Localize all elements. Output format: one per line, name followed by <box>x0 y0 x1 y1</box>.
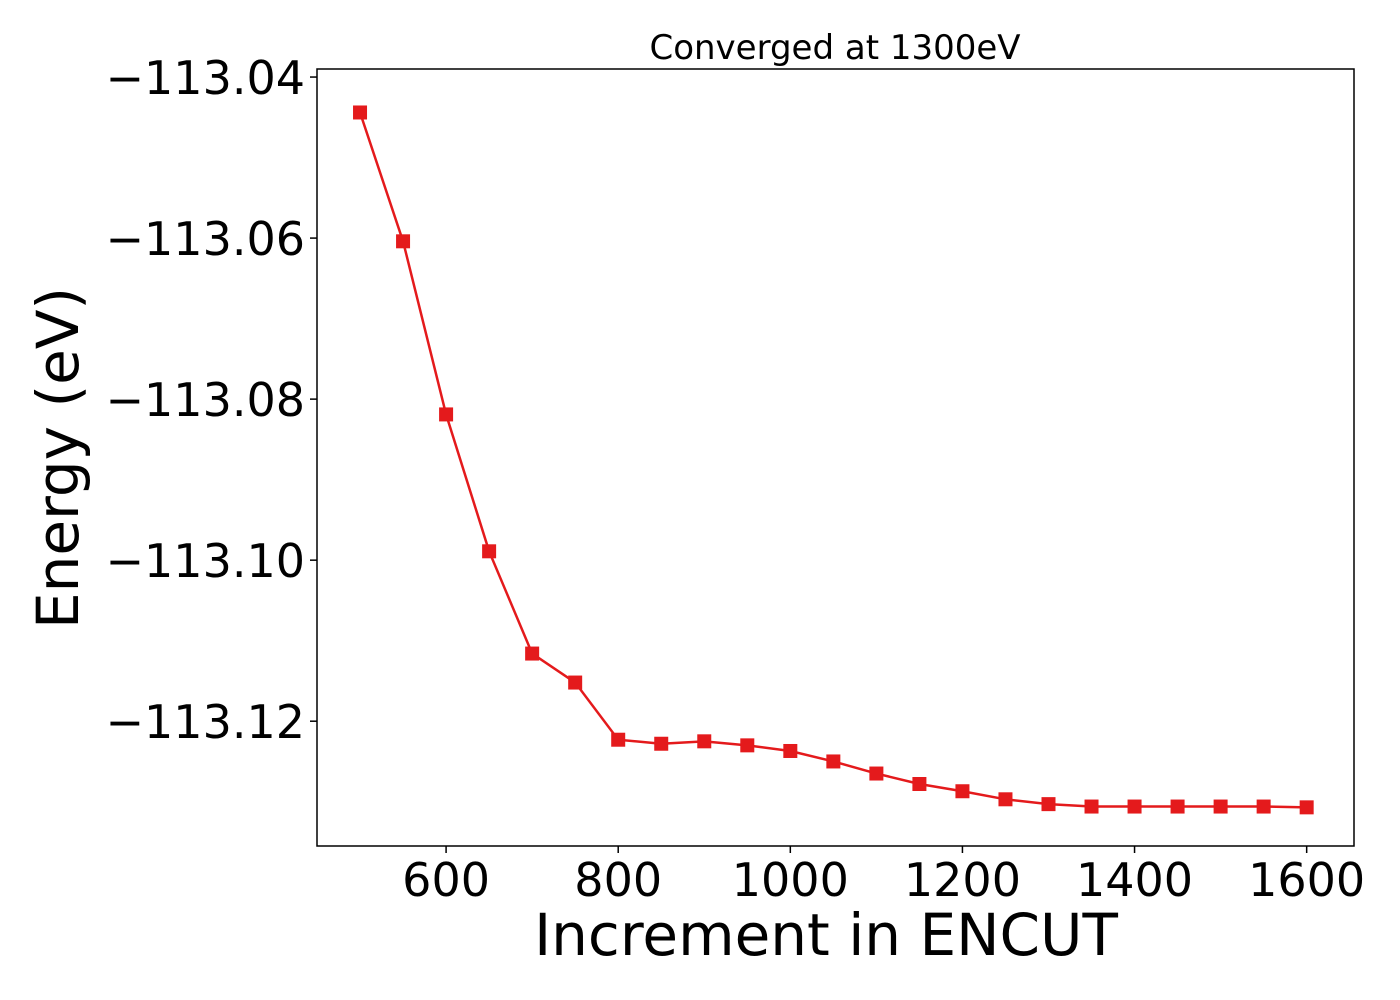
y-axis-label: Energy (eV) <box>24 287 92 629</box>
x-tick-label: 1400 <box>1076 853 1193 907</box>
data-point <box>654 736 669 751</box>
data-point <box>998 792 1013 807</box>
data-point <box>697 734 712 749</box>
data-point <box>740 738 755 753</box>
data-point <box>912 777 927 792</box>
data-point <box>439 407 454 422</box>
x-axis-label: Increment in ENCUT <box>534 901 1118 969</box>
y-tick-label: −113.06 <box>106 212 306 266</box>
y-tick-label: −113.04 <box>106 51 306 105</box>
data-point <box>525 646 540 661</box>
plot-area <box>353 105 1314 815</box>
chart-title: Converged at 1300eV <box>649 28 1020 68</box>
x-tick-label: 1200 <box>904 853 1021 907</box>
x-axis-ticks: 600 800 1000 1200 1400 1600 <box>402 846 1365 907</box>
data-point <box>1256 799 1271 814</box>
plot-frame <box>316 68 1355 847</box>
data-point <box>1213 799 1228 814</box>
series-line <box>358 112 1307 809</box>
x-tick-label: 1600 <box>1248 853 1365 907</box>
x-tick-label: 600 <box>402 853 490 907</box>
y-axis-ticks: −113.04 −113.06 −113.08 −113.10 −113.12 <box>106 51 317 749</box>
data-point <box>1170 799 1185 814</box>
data-point <box>353 105 368 120</box>
data-point <box>783 743 798 758</box>
data-point <box>1127 799 1142 814</box>
y-tick-label: −113.12 <box>106 695 306 749</box>
data-point <box>611 732 626 747</box>
data-point <box>1084 799 1099 814</box>
data-point <box>826 754 841 769</box>
data-point <box>1041 797 1056 812</box>
data-point <box>396 234 411 249</box>
y-tick-label: −113.10 <box>106 534 306 588</box>
y-tick-label: −113.08 <box>106 373 306 427</box>
data-point <box>482 544 497 559</box>
data-point <box>1299 800 1314 815</box>
x-tick-label: 1000 <box>732 853 849 907</box>
data-point <box>869 766 884 781</box>
data-point <box>955 784 970 799</box>
data-point <box>568 675 583 690</box>
x-tick-label: 800 <box>574 853 662 907</box>
